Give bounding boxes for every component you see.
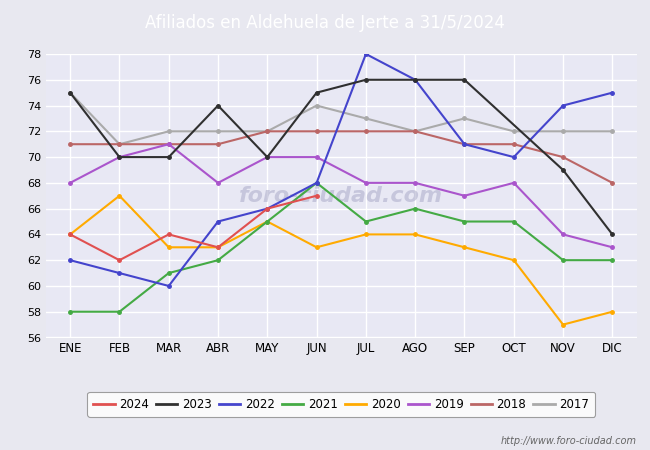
- Text: http://www.foro-ciudad.com: http://www.foro-ciudad.com: [501, 436, 637, 446]
- Legend: 2024, 2023, 2022, 2021, 2020, 2019, 2018, 2017: 2024, 2023, 2022, 2021, 2020, 2019, 2018…: [87, 392, 595, 417]
- Text: Afiliados en Aldehuela de Jerte a 31/5/2024: Afiliados en Aldehuela de Jerte a 31/5/2…: [145, 14, 505, 32]
- Text: foro-ciudad.com: foro-ciudad.com: [239, 186, 443, 206]
